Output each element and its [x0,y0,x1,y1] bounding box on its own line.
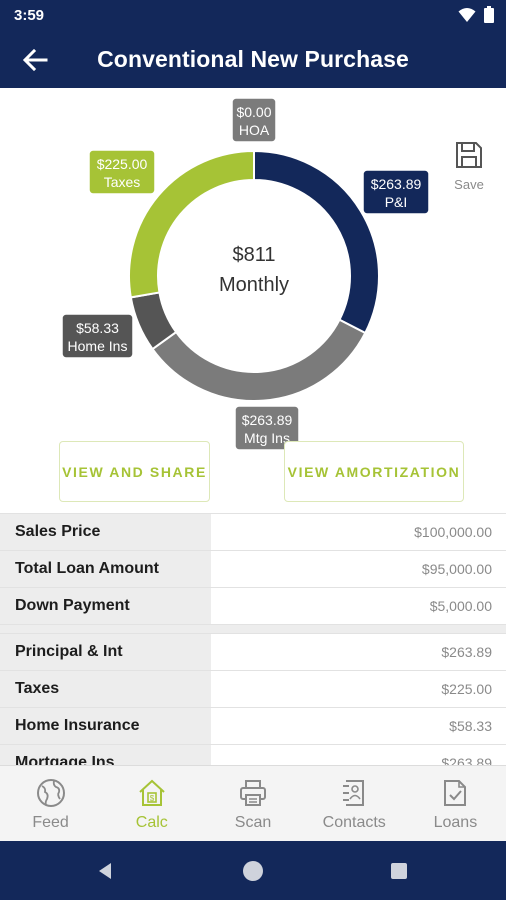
document-check-icon [444,780,467,806]
battery-icon [484,6,494,23]
printer-icon [240,780,266,806]
system-navigation-bar [0,841,506,900]
slice-label-hoa: $0.00 HOA [231,97,277,143]
table-row: Sales Price $100,000.00 [0,513,506,550]
slice-value: $0.00 [236,104,271,120]
wifi-icon [458,7,476,22]
page-title: Conventional New Purchase [97,46,409,72]
view-and-share-button[interactable]: VIEW AND SHARE [59,441,210,502]
nav-item-feed[interactable]: Feed [0,766,101,841]
globe-icon [36,779,65,807]
table-row: Down Payment $5,000.00 [0,587,506,624]
status-bar: 3:59 [0,0,506,32]
donut-center-value: $811 [232,244,275,266]
nav-item-calc[interactable]: $ Calc [101,766,202,841]
row-value: $263.89 [211,634,506,670]
svg-text:$: $ [150,794,155,803]
nav-label: Calc [135,814,168,831]
app-bar: Conventional New Purchase [0,32,506,88]
row-label: Taxes [0,671,211,707]
system-recents-button[interactable] [386,858,412,884]
table-divider [0,624,506,633]
nav-label: Feed [32,814,69,831]
slice-value: $225.00 [97,156,148,172]
save-label: Save [454,177,484,192]
system-home-button[interactable] [240,858,266,884]
row-value: $58.33 [211,708,506,744]
row-label: Total Loan Amount [0,551,211,587]
donut-slice-p-i [253,149,380,335]
back-button[interactable] [18,44,52,76]
contacts-icon [343,780,365,806]
slice-value: $263.89 [371,176,422,192]
nav-label: Scan [234,814,272,831]
loan-summary-table: Sales Price $100,000.00 Total Loan Amoun… [0,513,506,624]
payment-breakdown-table: Principal & Int $263.89 Taxes $225.00 Ho… [0,633,506,781]
donut-center-label: Monthly [219,274,289,296]
row-value: $100,000.00 [211,514,506,550]
slice-value: $263.89 [242,412,293,428]
slice-name: Mtg Ins [244,430,290,446]
row-label: Principal & Int [0,634,211,670]
nav-item-loans[interactable]: Loans [405,766,506,841]
row-label: Down Payment [0,588,211,624]
slice-label-taxes: $225.00 Taxes [88,149,156,195]
chart-area: $811 Monthly $263.89 P&I $263.89 Mtg Ins $58… [0,88,506,513]
slice-name: HOA [239,122,270,138]
slice-label-mtg-ins: $263.89 Mtg Ins [234,405,300,451]
donut-chart: $811 Monthly $263.89 P&I $263.89 Mtg Ins $58… [61,97,430,451]
row-label: Sales Price [0,514,211,550]
slice-label-p-i: $263.89 P&I [362,169,430,215]
back-arrow-icon [22,49,48,71]
home-calc-icon: $ [139,779,165,806]
square-recents-icon [391,863,407,879]
table-row: Total Loan Amount $95,000.00 [0,550,506,587]
view-amortization-button[interactable]: VIEW AMORTIZATION [284,441,464,502]
slice-name: Home Ins [68,338,128,354]
row-value: $225.00 [211,671,506,707]
row-value: $95,000.00 [211,551,506,587]
table-row: Taxes $225.00 [0,670,506,707]
status-time: 3:59 [14,7,45,24]
slice-value: $58.33 [76,320,119,336]
slice-name: Taxes [104,174,141,190]
row-label: Home Insurance [0,708,211,744]
status-icons [458,6,494,23]
table-row: Principal & Int $263.89 [0,633,506,670]
slice-label-home-ins: $58.33 Home Ins [61,313,134,359]
slice-name: P&I [385,194,408,210]
donut-slice-mtg-ins [151,318,367,402]
bottom-navigation: Feed $ Calc Scan [0,765,506,841]
system-back-button[interactable] [92,858,118,884]
save-icon [456,142,482,168]
nav-item-contacts[interactable]: Contacts [304,766,405,841]
donut-slice-taxes [128,149,255,299]
triangle-back-icon [99,863,111,879]
nav-label: Contacts [322,814,386,831]
table-row: Home Insurance $58.33 [0,707,506,744]
circle-home-icon [243,861,263,881]
nav-label: Loans [433,814,478,831]
save-button[interactable]: Save [446,140,492,196]
row-value: $5,000.00 [211,588,506,624]
nav-item-scan[interactable]: Scan [202,766,303,841]
